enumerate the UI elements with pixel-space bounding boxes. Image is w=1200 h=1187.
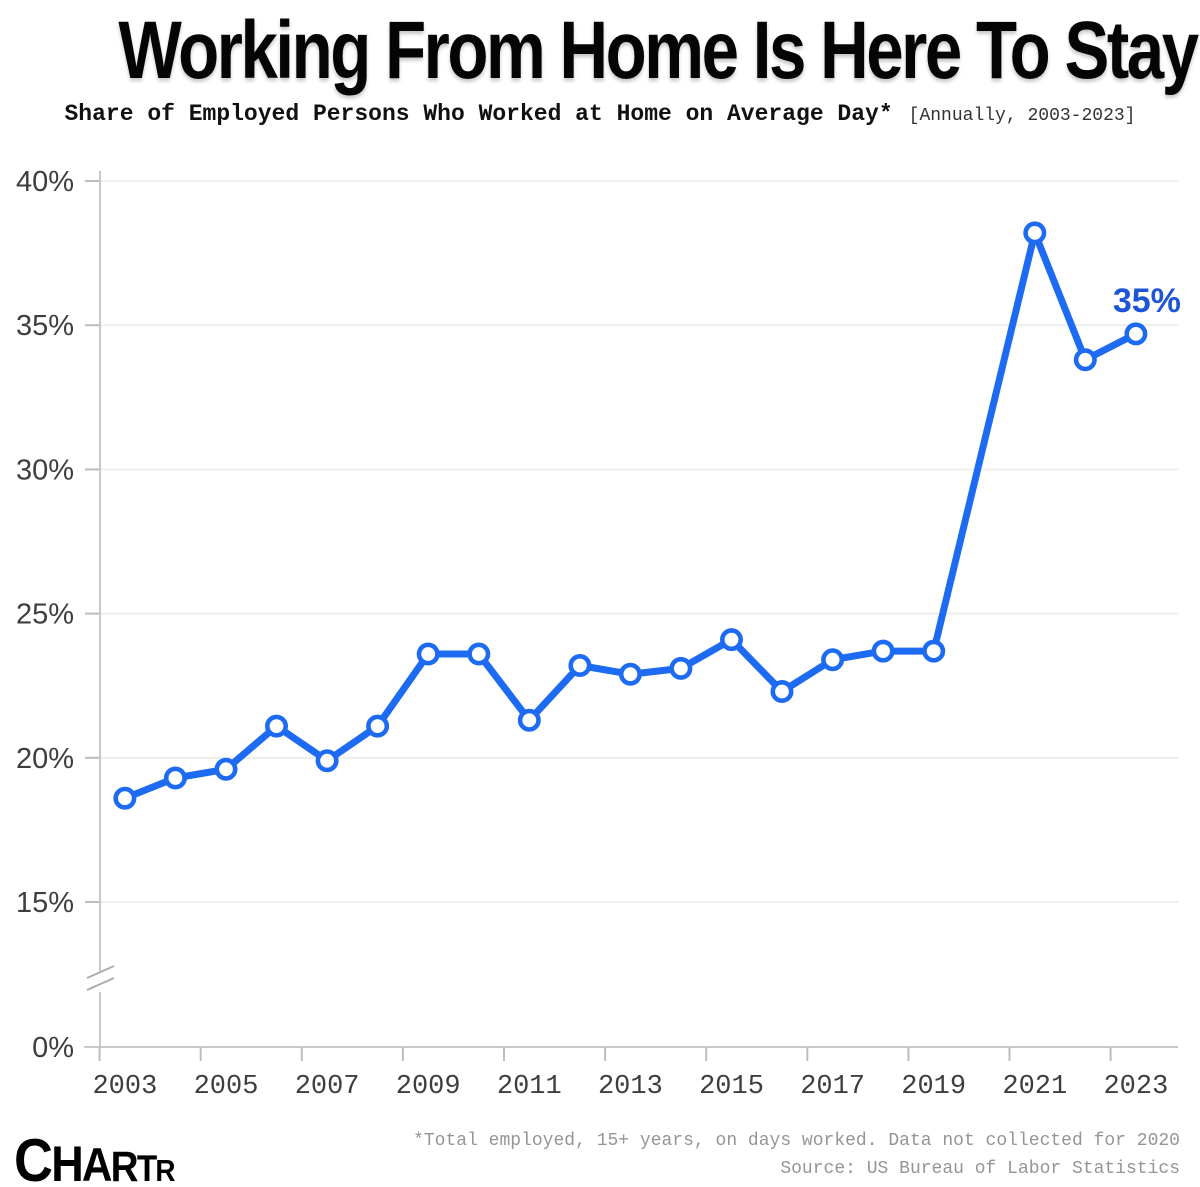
data-point-2019 [922,639,946,663]
data-point-2008 [366,714,390,738]
footnotes: *Total employed, 15+ years, on days work… [413,1127,1180,1183]
y-axis-label: 20% [16,743,74,775]
data-point-2021 [1023,221,1047,245]
x-axis-label: 2003 [92,1072,157,1102]
axis-break-icon [86,965,115,979]
data-point-2013 [618,662,642,686]
data-point-2010 [467,642,491,666]
latest-value-annotation: 35% [1113,282,1181,320]
subtitle-text: Share of Employed Persons Who Worked at … [64,101,893,127]
chartr-logo: C H A R T R [14,1126,176,1187]
source-credit: Source: US Bureau of Labor Statistics [780,1159,1180,1179]
y-axis-label: 0% [32,1032,74,1064]
logo-letter: T [136,1148,157,1187]
x-axis-label: 2015 [699,1072,764,1102]
data-point-2007 [315,749,339,773]
x-axis-label: 2019 [901,1072,966,1102]
data-point-2009 [416,642,440,666]
data-point-2022 [1073,348,1097,372]
data-point-2006 [264,714,288,738]
y-axis-label: 35% [16,310,74,342]
data-point-2023 [1124,322,1148,346]
axis-break-icon [86,977,115,991]
data-point-2015 [719,628,743,652]
subtitle-period-note: [Annually, 2003-2023] [908,106,1136,126]
logo-letter: C [14,1127,53,1187]
x-axis-label: 2013 [598,1072,663,1102]
data-note: *Total employed, 15+ years, on days work… [413,1131,1180,1151]
logo-letter: R [110,1143,139,1187]
page-title-text: Working From Home Is Here To Stay [118,5,1199,96]
x-axis-label: 2021 [1002,1072,1067,1102]
data-point-2018 [871,639,895,663]
data-point-2014 [669,656,693,680]
data-line [121,229,1140,802]
page-title: Working From Home Is Here To Stay [0,4,1200,98]
data-point-2012 [568,653,592,677]
logo-letter: A [81,1138,113,1187]
y-axis-label: 15% [16,887,74,919]
x-axis-label: 2017 [800,1072,865,1102]
x-axis-label: 2007 [295,1072,360,1102]
x-axis-label: 2023 [1103,1072,1168,1102]
data-point-2005 [214,757,238,781]
data-point-2003 [113,786,137,810]
x-axis-label: 2009 [396,1072,461,1102]
x-axis-label: 2011 [497,1072,562,1102]
logo-letter: R [155,1153,175,1187]
y-axis-label: 30% [16,454,74,486]
chart-subtitle: Share of Employed Persons Who Worked at … [0,101,1200,127]
x-axis-label: 2005 [194,1072,259,1102]
y-axis-label: 25% [16,599,74,631]
data-point-2017 [821,648,845,672]
logo-letter: H [51,1136,84,1187]
y-axis-label: 40% [16,166,74,198]
data-point-2004 [163,766,187,790]
line-chart: 40% 35% 30% 25% 20% 15% 0% 2003 2005 2007 2009 2011… [16,166,1181,1102]
data-point-2011 [517,708,541,732]
data-point-2016 [770,679,794,703]
